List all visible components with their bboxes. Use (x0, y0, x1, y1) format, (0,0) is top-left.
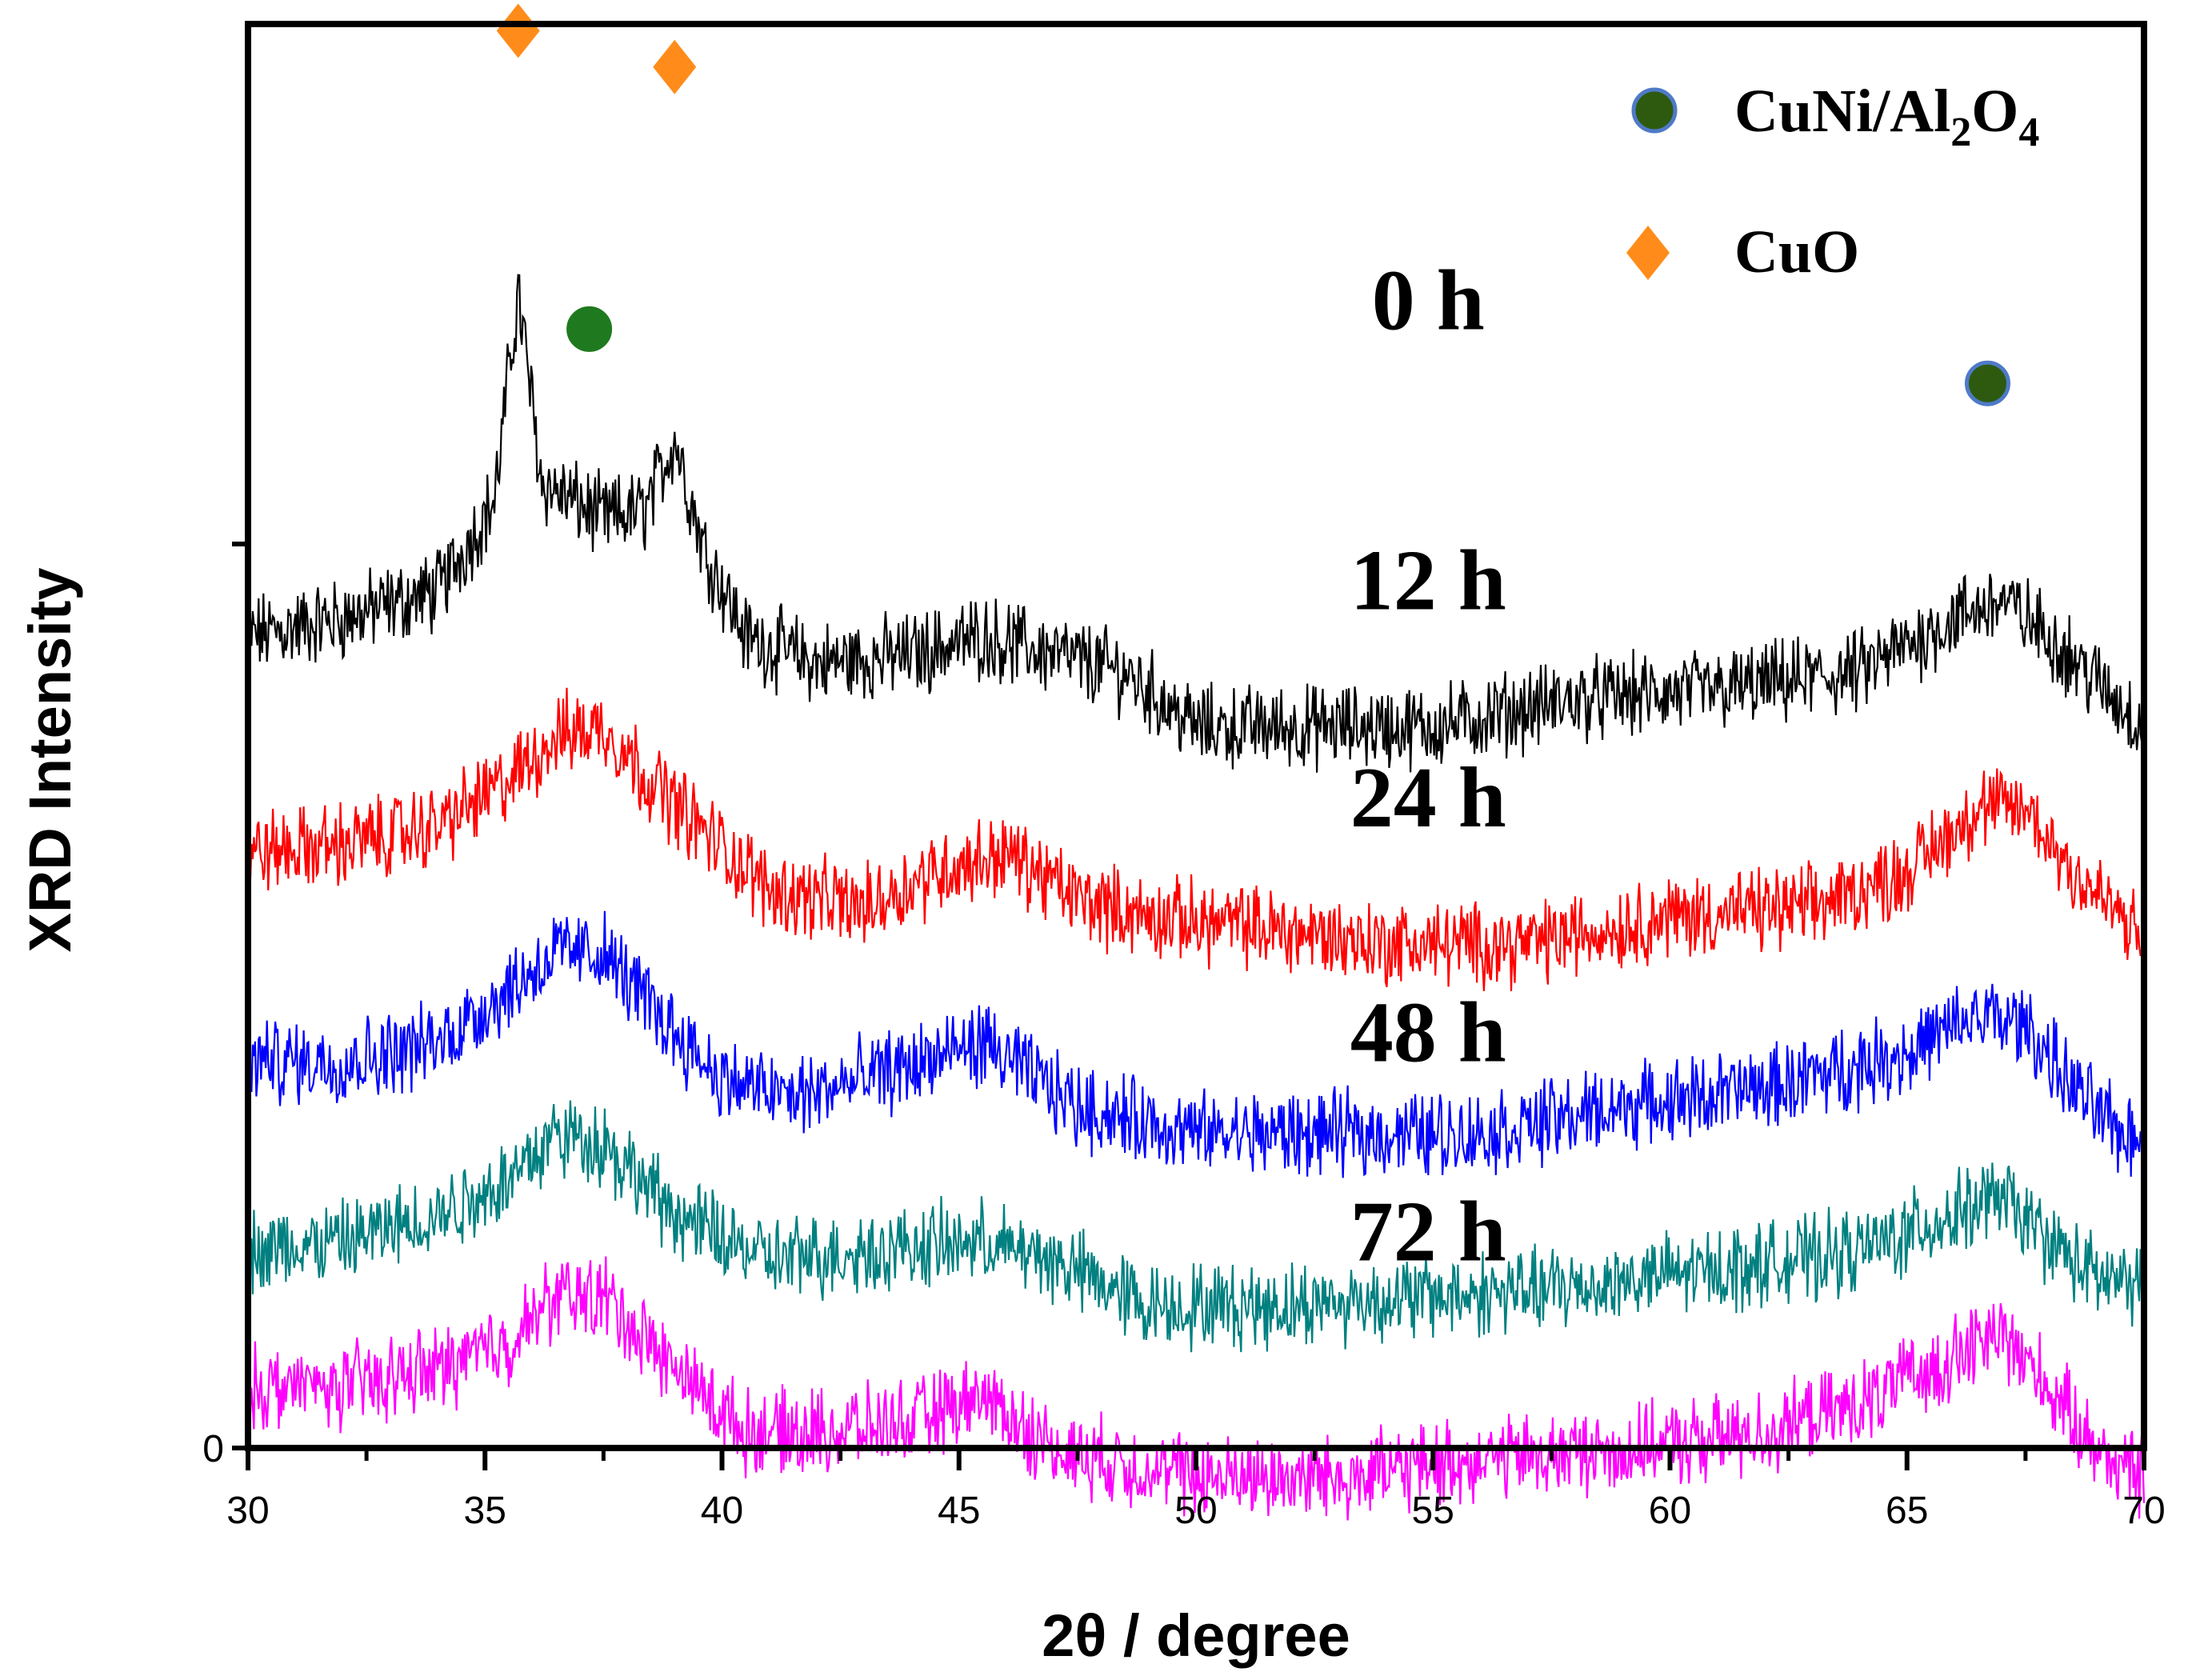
y-axis-label: XRD Intensity (17, 567, 83, 952)
x-tick-label: 60 (1649, 1490, 1691, 1532)
legend-cuni-label-part: O (1971, 78, 2018, 145)
series-24h-line (246, 910, 2146, 1178)
legend-cuni-label: CuNi/Al2O4 (1734, 78, 2039, 155)
series-label: 48 h (1350, 986, 1506, 1081)
legend-cuni-label-part: 4 (2018, 110, 2039, 155)
legend: CuNi/Al2O4 CuO (1626, 78, 2039, 286)
series-label: 24 h (1350, 750, 1506, 846)
cuni-peak-marker (1964, 360, 2010, 406)
x-axis-label: 2θ / degree (1042, 1602, 1350, 1669)
series-label-layer: 0 h 12 h 24 h 48 h 72 h (1350, 253, 1506, 1279)
marker-layer (496, 3, 2010, 406)
axis-layer: 30 35 40 45 50 55 60 65 70 0 (202, 542, 2166, 1532)
series-label: 0 h (1372, 253, 1485, 348)
x-tick-label: 40 (701, 1490, 743, 1532)
cuo-peak-marker (653, 39, 697, 94)
series-label: 72 h (1350, 1184, 1506, 1279)
legend-cuni-marker (1631, 87, 1678, 134)
cuo-peak-marker (496, 3, 540, 58)
x-tick-label: 70 (2122, 1490, 2165, 1532)
x-tick-label: 65 (1886, 1490, 1928, 1532)
cuni-peak-marker (566, 306, 613, 352)
x-tick-label: 30 (226, 1490, 269, 1532)
legend-cuo-marker (1626, 226, 1670, 280)
series-label: 12 h (1350, 534, 1506, 629)
legend-cuni-label-part: 2 (1950, 110, 1971, 155)
series-48h-line (246, 1100, 2146, 1353)
x-tick-label: 35 (464, 1490, 506, 1532)
series-layer (246, 274, 2146, 1521)
x-tick-label: 55 (1412, 1490, 1454, 1532)
x-tick-label: 50 (1174, 1490, 1217, 1532)
series-0h-line (246, 274, 2146, 773)
x-tick-label: 45 (938, 1490, 980, 1532)
series-12h-line (246, 687, 2146, 991)
y-tick-label: 0 (202, 1428, 224, 1470)
legend-cuni-label-part: CuNi/Al (1734, 78, 1950, 145)
legend-cuo-label: CuO (1734, 218, 1859, 286)
